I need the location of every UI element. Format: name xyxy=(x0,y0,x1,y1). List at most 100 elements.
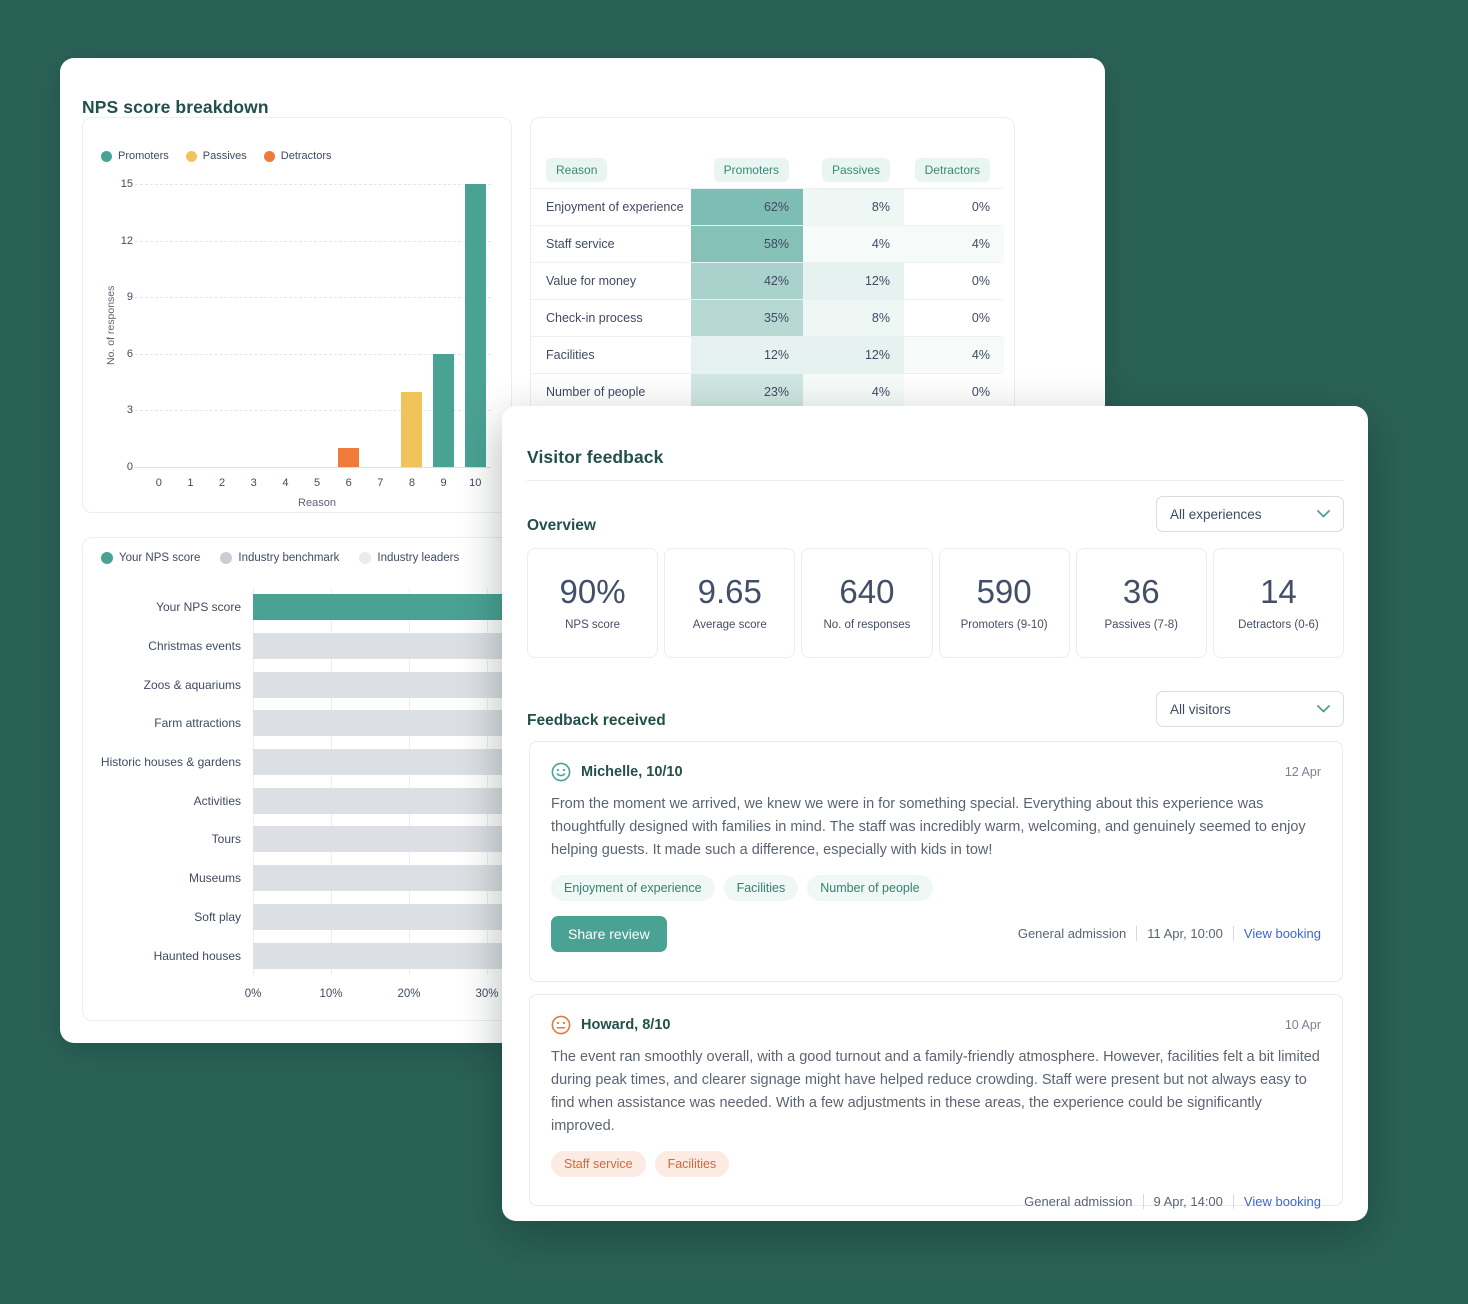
x-tick: 8 xyxy=(408,477,415,489)
booking-datetime: 11 Apr, 10:00 xyxy=(1147,926,1223,942)
booking-datetime: 9 Apr, 14:00 xyxy=(1153,1193,1223,1209)
experiences-filter-value: All experiences xyxy=(1170,506,1262,522)
reason-cell: Enjoyment of experience xyxy=(546,200,684,214)
passives-cell: 4% xyxy=(803,226,904,262)
review-tags: Staff service Facilities xyxy=(551,1150,1321,1177)
category-label: Farm attractions xyxy=(154,716,241,731)
category-label: Soft play xyxy=(194,909,241,924)
bar-score-6 xyxy=(338,448,360,467)
stat-promoters: 590 Promoters (9-10) xyxy=(938,548,1070,658)
y-tick: 15 xyxy=(120,178,133,190)
promoters-cell: 62% xyxy=(691,189,803,225)
legend-dot-benchmark xyxy=(220,552,233,564)
reason-cell: Facilities xyxy=(546,348,595,362)
x-tick: 10 xyxy=(469,477,482,489)
stat-detractors: 14 Detractors (0-6) xyxy=(1212,548,1345,658)
feedback-received-heading: Feedback received xyxy=(527,711,666,729)
review-card-michelle: Michelle, 10/10 12 Apr From the moment w… xyxy=(529,741,1343,982)
x-axis-baseline xyxy=(135,467,491,468)
reviewer-name: Michelle, 10/10 xyxy=(581,764,683,780)
booking-experience: General admission xyxy=(1024,1193,1133,1209)
x-tick: 3 xyxy=(250,477,257,489)
promoters-cell: 42% xyxy=(691,263,803,299)
y-tick: 9 xyxy=(126,291,133,304)
x-tick: 0 xyxy=(155,477,162,489)
review-footer: General admission 9 Apr, 14:00 View book… xyxy=(551,1193,1321,1209)
stat-nps-score: 90% NPS score xyxy=(527,548,659,658)
experiences-filter-dropdown[interactable]: All experiences xyxy=(1156,496,1344,532)
review-header: Michelle, 10/10 12 Apr xyxy=(551,762,1321,782)
legend-dot-detractors xyxy=(263,150,275,162)
tag: Number of people xyxy=(807,874,933,901)
stat-label: No. of responses xyxy=(823,619,911,631)
stat-label: Promoters (9-10) xyxy=(960,619,1048,631)
reason-cell: Number of people xyxy=(546,385,646,399)
bar-series xyxy=(143,184,491,467)
divider xyxy=(1136,926,1138,942)
table-body: Enjoyment of experience 62% 8% 0% Staff … xyxy=(531,188,1004,410)
table-row: Check-in process 35% 8% 0% xyxy=(531,299,1002,336)
detractors-cell: 0% xyxy=(971,385,990,399)
x-tick: 2 xyxy=(219,477,226,489)
y-axis-title: No. of responses xyxy=(105,285,117,366)
review-card-howard: Howard, 8/10 10 Apr The event ran smooth… xyxy=(529,994,1343,1209)
chevron-down-icon xyxy=(1317,705,1330,713)
legend-dot-passives xyxy=(185,150,197,162)
booking-info: General admission 9 Apr, 14:00 View book… xyxy=(1024,1193,1321,1209)
visitor-feedback-card: Visitor feedback Overview All experience… xyxy=(502,406,1368,1221)
review-date: 12 Apr xyxy=(1284,765,1321,779)
passives-cell: 12% xyxy=(803,263,904,299)
category-label: Activities xyxy=(193,793,241,808)
y-tick: 0 xyxy=(126,461,133,473)
stat-value: 14 xyxy=(1260,573,1297,610)
tag: Facilities xyxy=(723,874,799,901)
stat-label: Passives (7-8) xyxy=(1104,619,1179,631)
x-tick: 9 xyxy=(440,477,447,489)
gridline xyxy=(135,184,491,185)
review-date: 10 Apr xyxy=(1284,1018,1321,1032)
review-header: Howard, 8/10 10 Apr xyxy=(551,1015,1321,1035)
stat-value: 36 xyxy=(1122,573,1160,610)
reviewer-name: Howard, 8/10 xyxy=(581,1017,671,1033)
visitors-filter-dropdown[interactable]: All visitors xyxy=(1156,691,1344,727)
tag: Enjoyment of experience xyxy=(551,874,715,901)
stat-value: 9.65 xyxy=(697,573,762,610)
overview-heading: Overview xyxy=(527,516,596,534)
reason-cell: Value for money xyxy=(546,274,637,288)
view-booking-link[interactable]: View booking xyxy=(1243,926,1321,942)
table-header-row: Reason Promoters Passives Detractors xyxy=(531,158,1002,182)
stat-label: Detractors (0-6) xyxy=(1238,619,1319,631)
category-label: Haunted houses xyxy=(153,948,241,963)
tag: Staff service xyxy=(551,1150,646,1177)
x-tick: 30% xyxy=(475,988,499,1000)
table-row: Value for money 42% 12% 0% xyxy=(531,262,1002,299)
passives-cell: 8% xyxy=(803,189,904,225)
x-tick: 10% xyxy=(319,988,343,1000)
stat-average-score: 9.65 Average score xyxy=(664,548,796,658)
detractors-cell: 0% xyxy=(971,311,990,325)
x-tick: 6 xyxy=(345,477,352,489)
bar-score-8 xyxy=(401,391,423,467)
divider xyxy=(527,480,1343,481)
x-tick: 0% xyxy=(244,988,262,1000)
booking-experience: General admission xyxy=(1017,926,1127,942)
neutral-face-icon xyxy=(551,1015,571,1035)
review-text: From the moment we arrived, we knew we w… xyxy=(551,796,1306,858)
col-header-passives: Passives xyxy=(821,158,890,182)
stat-responses: 640 No. of responses xyxy=(801,548,933,658)
stat-passives: 36 Passives (7-8) xyxy=(1075,548,1207,658)
x-tick: 7 xyxy=(377,477,384,489)
share-review-button[interactable]: Share review xyxy=(551,915,667,952)
chevron-down-icon xyxy=(1317,510,1330,518)
promoters-cell: 23% xyxy=(691,374,803,410)
promoters-cell: 58% xyxy=(691,226,803,262)
view-booking-link[interactable]: View booking xyxy=(1243,1193,1321,1209)
passives-cell: 8% xyxy=(803,300,904,336)
detractors-cell: 4% xyxy=(904,337,1004,373)
legend-label-passives: Passives xyxy=(202,150,247,162)
table-row: Staff service 58% 4% 4% xyxy=(531,225,1004,262)
review-text: The event ran smoothly overall, with a g… xyxy=(551,1049,1320,1134)
y-tick: 6 xyxy=(126,347,133,360)
happy-face-icon xyxy=(551,762,571,782)
booking-info: General admission 11 Apr, 10:00 View boo… xyxy=(1017,926,1321,942)
